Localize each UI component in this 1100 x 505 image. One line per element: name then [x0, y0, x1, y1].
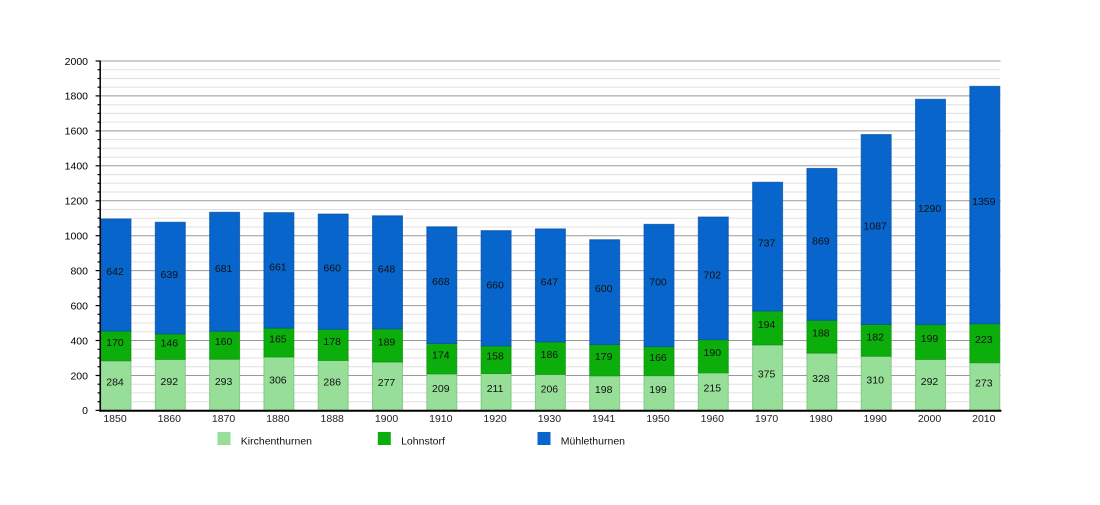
svg-text:292: 292 [161, 376, 179, 388]
svg-text:1290: 1290 [918, 203, 942, 215]
svg-text:199: 199 [649, 384, 667, 396]
svg-text:642: 642 [106, 266, 124, 278]
svg-text:702: 702 [704, 269, 722, 281]
svg-text:1000: 1000 [65, 231, 89, 243]
svg-text:160: 160 [215, 336, 233, 348]
svg-text:647: 647 [541, 276, 559, 288]
svg-text:1880: 1880 [266, 413, 290, 425]
svg-text:284: 284 [106, 377, 124, 389]
svg-text:1980: 1980 [809, 413, 833, 425]
svg-text:158: 158 [486, 351, 504, 363]
svg-text:293: 293 [215, 376, 233, 388]
svg-text:700: 700 [649, 276, 667, 288]
svg-text:737: 737 [758, 238, 776, 250]
svg-text:186: 186 [541, 349, 559, 361]
svg-text:1600: 1600 [65, 126, 89, 138]
svg-text:166: 166 [649, 352, 667, 364]
svg-text:1888: 1888 [321, 413, 345, 425]
svg-text:1087: 1087 [864, 221, 888, 233]
svg-text:1870: 1870 [212, 413, 236, 425]
svg-text:146: 146 [161, 338, 179, 350]
svg-text:209: 209 [432, 383, 450, 395]
svg-text:Mühlethurnen: Mühlethurnen [561, 436, 625, 448]
svg-text:660: 660 [486, 279, 504, 291]
svg-text:286: 286 [323, 376, 341, 388]
svg-text:273: 273 [975, 378, 993, 390]
svg-text:179: 179 [595, 351, 613, 363]
svg-text:188: 188 [812, 328, 830, 340]
svg-text:165: 165 [269, 334, 287, 346]
svg-text:2010: 2010 [972, 413, 996, 425]
svg-text:292: 292 [921, 376, 939, 388]
svg-text:211: 211 [487, 383, 504, 395]
svg-text:277: 277 [378, 377, 396, 389]
svg-text:639: 639 [161, 269, 179, 281]
svg-text:198: 198 [595, 384, 613, 396]
svg-text:1200: 1200 [65, 196, 89, 208]
svg-text:206: 206 [541, 383, 559, 395]
svg-text:215: 215 [704, 383, 722, 395]
svg-text:869: 869 [812, 235, 830, 247]
svg-text:1800: 1800 [65, 91, 89, 103]
svg-text:1950: 1950 [646, 413, 670, 425]
svg-text:174: 174 [432, 350, 450, 362]
svg-text:1930: 1930 [538, 413, 562, 425]
svg-text:661: 661 [269, 261, 287, 273]
svg-text:178: 178 [323, 336, 341, 348]
svg-text:660: 660 [323, 263, 341, 275]
svg-text:328: 328 [812, 373, 830, 385]
svg-text:1850: 1850 [103, 413, 127, 425]
svg-text:648: 648 [378, 263, 396, 275]
svg-text:306: 306 [269, 375, 287, 387]
svg-text:1920: 1920 [483, 413, 507, 425]
svg-text:1970: 1970 [755, 413, 779, 425]
svg-text:1900: 1900 [375, 413, 399, 425]
svg-text:310: 310 [866, 374, 884, 386]
svg-text:Lohnstorf: Lohnstorf [401, 436, 445, 448]
svg-text:Kirchenthurnen: Kirchenthurnen [241, 436, 312, 448]
svg-text:2000: 2000 [918, 413, 942, 425]
svg-text:1400: 1400 [65, 161, 89, 173]
svg-text:1359: 1359 [972, 196, 996, 208]
svg-text:375: 375 [758, 369, 776, 381]
svg-text:1990: 1990 [864, 413, 888, 425]
svg-text:2000: 2000 [65, 56, 89, 68]
svg-text:194: 194 [758, 319, 776, 331]
svg-text:199: 199 [921, 333, 939, 345]
svg-text:600: 600 [595, 283, 613, 295]
svg-text:170: 170 [106, 337, 124, 349]
svg-text:1941: 1941 [592, 413, 616, 425]
svg-text:681: 681 [215, 263, 233, 275]
svg-text:668: 668 [432, 276, 450, 288]
svg-text:223: 223 [975, 334, 993, 346]
svg-text:1860: 1860 [158, 413, 182, 425]
svg-text:1960: 1960 [701, 413, 725, 425]
svg-text:200: 200 [70, 370, 88, 382]
svg-text:600: 600 [70, 300, 88, 312]
svg-text:800: 800 [70, 265, 88, 277]
svg-text:190: 190 [704, 347, 722, 359]
svg-text:0: 0 [82, 405, 88, 417]
svg-text:1910: 1910 [429, 413, 453, 425]
svg-text:189: 189 [378, 337, 396, 349]
svg-text:400: 400 [70, 335, 88, 347]
svg-text:182: 182 [866, 331, 884, 343]
